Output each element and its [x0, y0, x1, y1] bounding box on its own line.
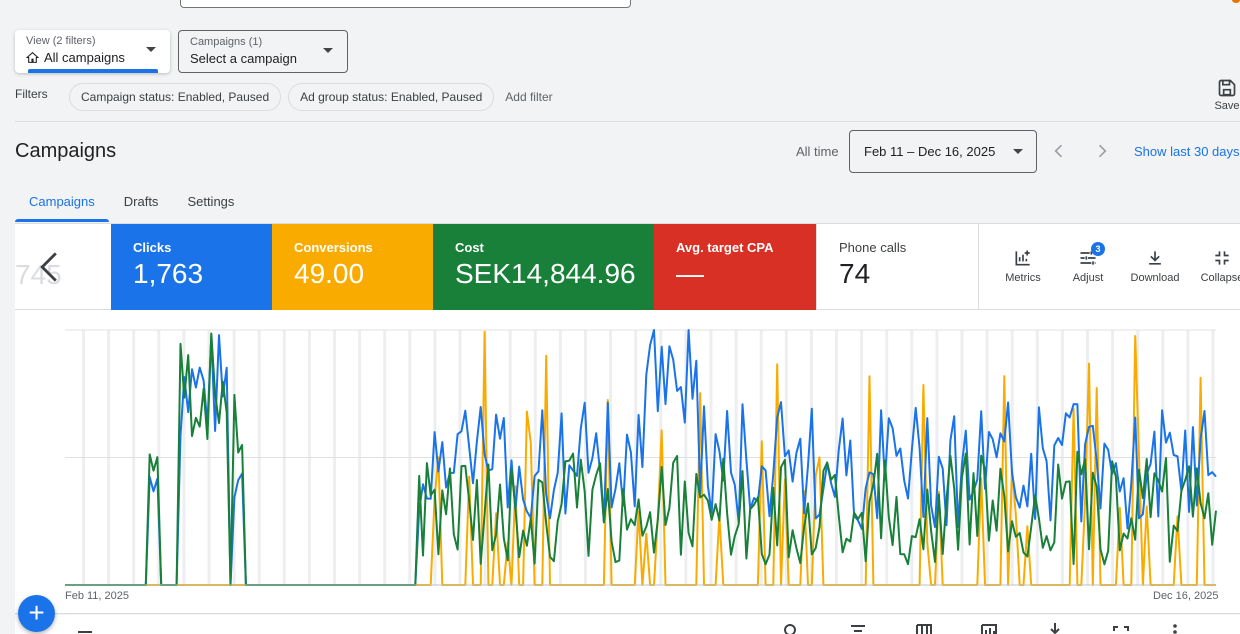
top-accent-dot [1232, 0, 1240, 3]
download-label: Download [1130, 272, 1180, 284]
chevron-right-icon[interactable] [1092, 141, 1112, 161]
scorecard-value: SEK14,844.96 [455, 258, 636, 289]
tabs-bar: Campaigns Drafts Settings [15, 190, 249, 222]
top-search-box[interactable] [180, 0, 631, 8]
page-title: Campaigns [15, 140, 117, 162]
performance-chart: Feb 11, 2025 Dec 16, 2025 [15, 310, 1240, 614]
download-button[interactable]: Download [1125, 248, 1185, 284]
scorecard-conversions[interactable]: Conversions 49.00 [272, 224, 433, 310]
adjust-badge: 3 [1091, 242, 1105, 256]
date-range-picker[interactable]: Feb 11 – Dec 16, 2025 [849, 130, 1037, 173]
chevron-down-icon [323, 48, 333, 53]
view-selector-underline [28, 69, 158, 73]
columns-icon[interactable] [915, 622, 933, 634]
scorecard-label: Cost [455, 240, 484, 255]
scorecard-value: 1,763 [133, 258, 204, 289]
tab-drafts[interactable]: Drafts [123, 194, 159, 209]
tab-campaigns[interactable]: Campaigns [15, 190, 109, 222]
adjust-button[interactable]: 3 Adjust [1058, 242, 1118, 284]
x-axis-end-label: Dec 16, 2025 [1153, 590, 1219, 602]
chevron-left-icon[interactable] [35, 250, 63, 284]
campaign-selector[interactable]: Campaigns (1) Select a campaign [178, 30, 348, 73]
home-icon [26, 51, 39, 63]
download-icon [1149, 251, 1161, 265]
scorecard-label: Phone calls [839, 240, 907, 255]
scorecard-cost[interactable]: Cost SEK14,844.96 [433, 224, 654, 310]
collapse-icon [1215, 251, 1229, 265]
filters-row: Filters Campaign status: Enabled, Paused… [15, 83, 553, 111]
view-selector-value: All campaigns [44, 50, 125, 65]
line-chart [65, 329, 1217, 586]
header-divider [15, 121, 1240, 122]
fullscreen-icon[interactable] [1112, 622, 1130, 634]
more-vert-icon[interactable] [1166, 622, 1184, 634]
save-icon [1218, 79, 1236, 97]
date-range-value: Feb 11 – Dec 16, 2025 [864, 144, 996, 159]
all-time-label: All time [796, 144, 839, 159]
reports-icon[interactable] [980, 622, 998, 634]
x-axis-start-label: Feb 11, 2025 [65, 590, 130, 602]
show-last-30-days-link[interactable]: Show last 30 days [1134, 144, 1240, 159]
download-icon[interactable] [1046, 622, 1064, 634]
scorecard-clicks[interactable]: Clicks 1,763 [111, 224, 272, 310]
scorecard-strip: 745 Clicks 1,763 Conversions 49.00 Cost … [15, 224, 1240, 310]
add-button[interactable]: + [18, 595, 55, 632]
filter-chip-ad-group-status[interactable]: Ad group status: Enabled, Paused [288, 83, 495, 111]
metrics-button[interactable]: Metrics [993, 248, 1053, 284]
scorecard-label: Conversions [294, 240, 373, 255]
filters-label: Filters [15, 86, 48, 101]
add-filter-link[interactable]: Add filter [505, 90, 553, 104]
table-toolbar [15, 615, 1240, 634]
tabs-divider [15, 223, 1240, 224]
search-icon[interactable] [782, 622, 800, 634]
chevron-left-icon[interactable] [1049, 141, 1069, 161]
campaign-selector-value: Select a campaign [190, 51, 297, 66]
scorecard-value: — [676, 258, 704, 289]
scorecard-value: 49.00 [294, 258, 365, 289]
save-button[interactable]: Save [1204, 78, 1240, 112]
chevron-down-icon [1013, 149, 1023, 154]
scorecard-phone-calls[interactable]: Phone calls 74 [816, 224, 979, 310]
add-chart-icon [1015, 250, 1030, 266]
ghost-scorecard-value: 745 [15, 259, 62, 290]
scorecard-value: 74 [839, 258, 871, 289]
save-label: Save [1214, 100, 1240, 112]
filter-icon[interactable] [76, 622, 94, 634]
tab-settings[interactable]: Settings [187, 194, 235, 209]
metrics-label: Metrics [1005, 272, 1041, 284]
view-selector[interactable]: View (2 filters) All campaigns [15, 30, 170, 73]
collapse-button[interactable]: Collapse [1192, 248, 1240, 284]
chevron-down-icon [146, 47, 156, 52]
filter-chip-campaign-status[interactable]: Campaign status: Enabled, Paused [69, 83, 282, 111]
adjust-label: Adjust [1072, 272, 1104, 284]
scorecard-label: Clicks [133, 240, 172, 255]
segment-icon[interactable] [849, 622, 867, 634]
view-selector-caption: View (2 filters) [26, 35, 96, 47]
campaign-selector-caption: Campaigns (1) [190, 36, 263, 48]
collapse-label: Collapse [1200, 272, 1240, 284]
scorecard-label: Avg. target CPA [676, 240, 774, 255]
scorecard-avg-target-cpa[interactable]: Avg. target CPA — [654, 224, 816, 310]
